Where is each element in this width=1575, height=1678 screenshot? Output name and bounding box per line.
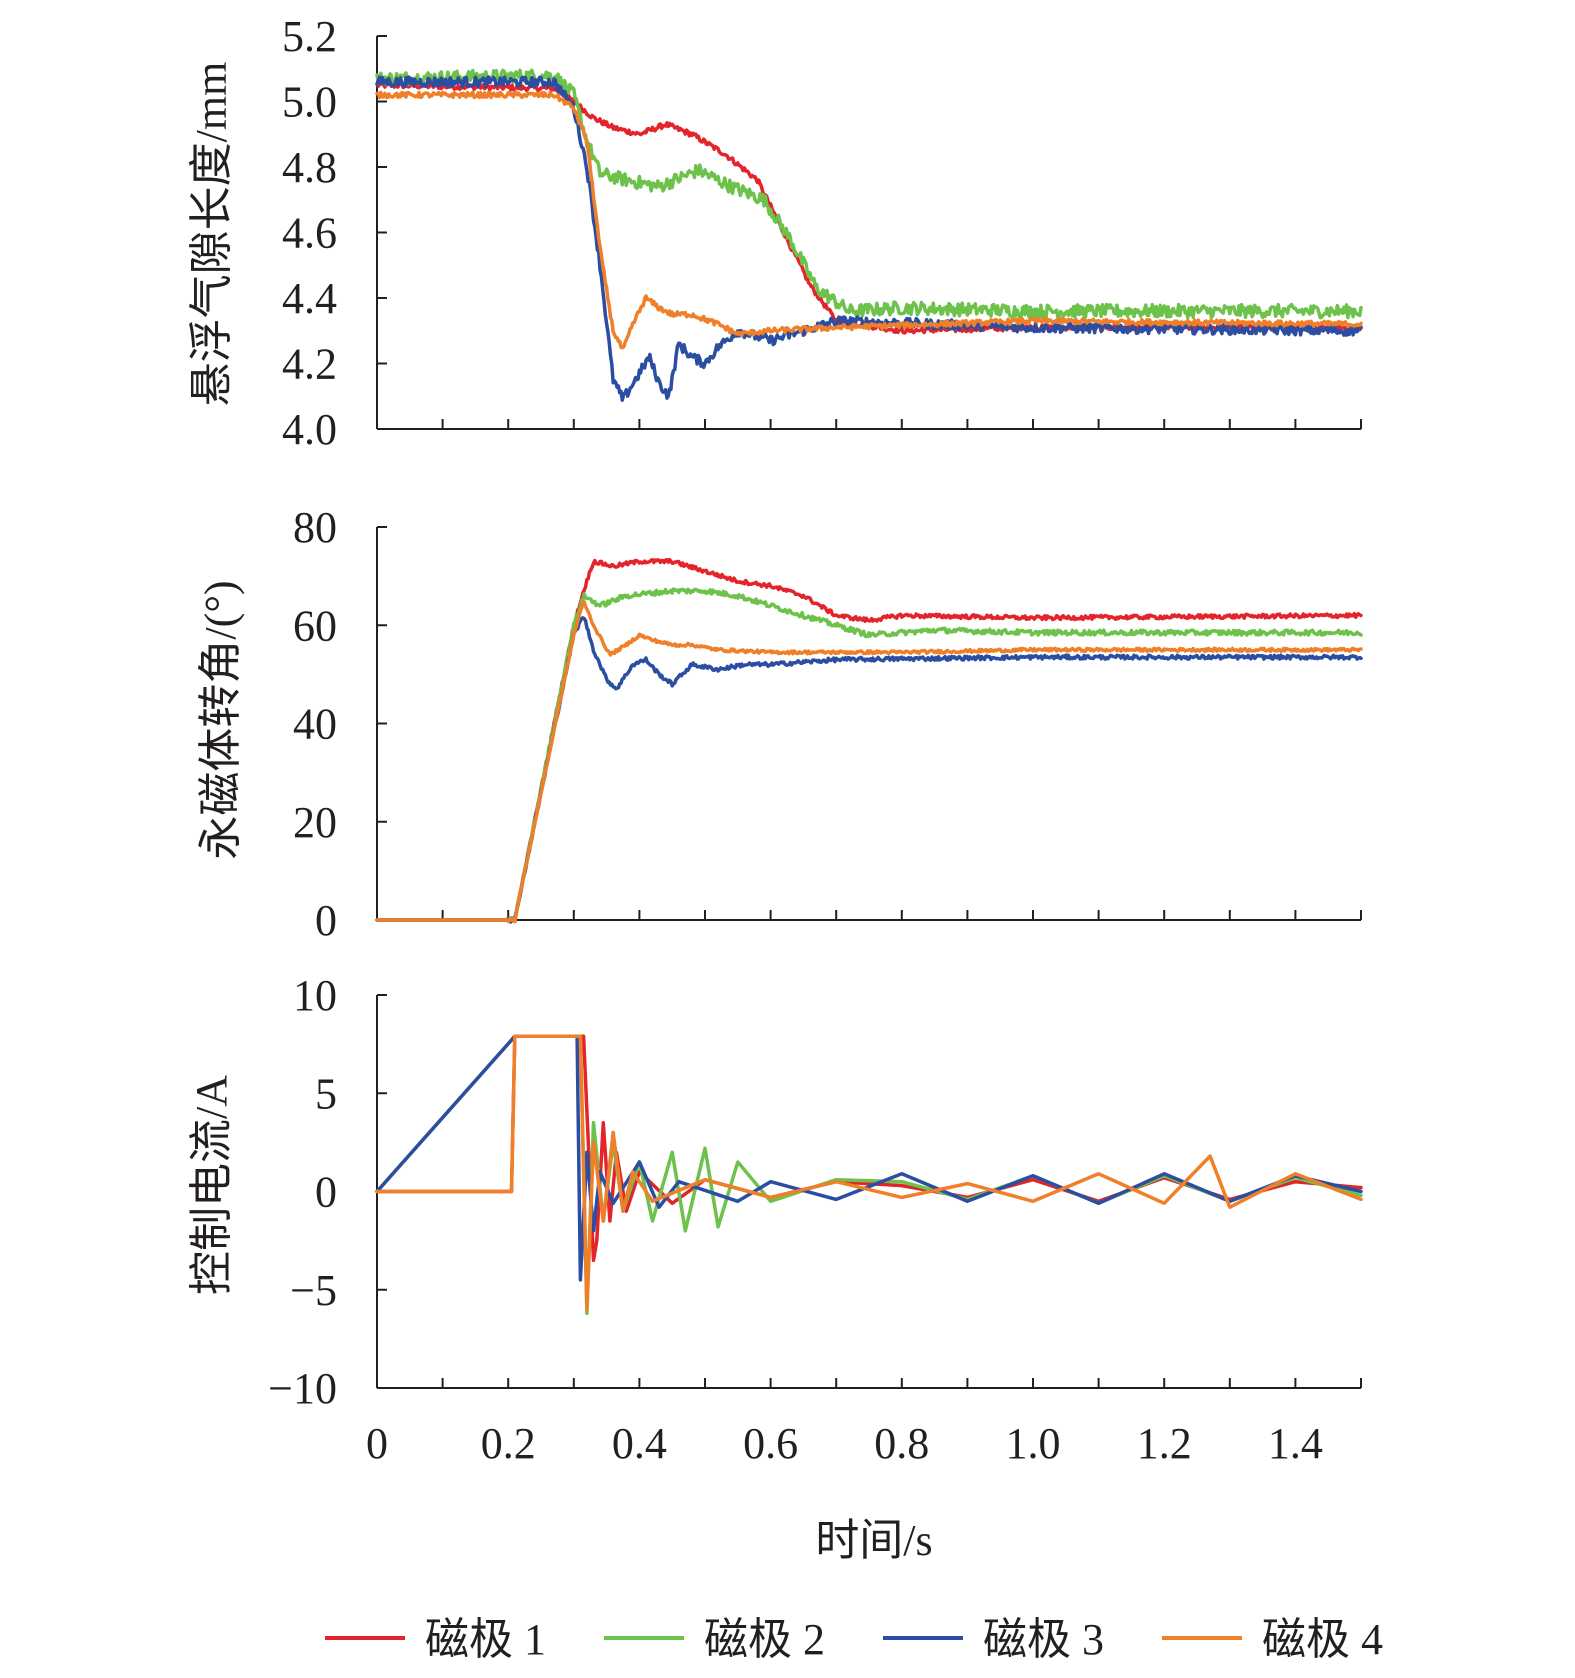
x-tick-label: 0 <box>366 1419 388 1468</box>
y-axis-title-control-current: 控制电流/A <box>187 1075 236 1295</box>
y-tick-label: 60 <box>293 601 337 650</box>
y-tick-label: 5 <box>315 1069 337 1118</box>
y-tick-label: 5.2 <box>282 12 337 61</box>
y-tick-label: 0 <box>315 1168 337 1217</box>
y-tick-label: 40 <box>293 700 337 749</box>
legend: 磁极 1 磁极 2 磁极 3 磁极 4 <box>325 1615 1383 1664</box>
series-line-current-3 <box>375 1034 1363 1282</box>
series-line-angle-4 <box>375 600 1363 924</box>
control-current-panel: 控制电流/A 10 5 0 −5 −10 0 0.2 0.4 0.6 0.8 1.0 1.2 1.4 <box>187 971 1363 1468</box>
x-tick-label: 1.0 <box>1006 1419 1061 1468</box>
x-tick-label: 0.2 <box>481 1419 536 1468</box>
legend-label-4: 磁极 4 <box>1262 1615 1383 1664</box>
y-tick-label: 4.2 <box>282 340 337 389</box>
series-line-gap-4 <box>375 90 1363 350</box>
series-line-current-2 <box>375 1034 1363 1316</box>
legend-label-1: 磁极 1 <box>425 1615 546 1664</box>
x-tick-label: 0.6 <box>743 1419 798 1468</box>
y-axis-title-gap-length: 悬浮气隙长度/mm <box>187 62 236 407</box>
series-line-gap-3 <box>375 75 1363 402</box>
x-tick-label: 1.4 <box>1268 1419 1323 1468</box>
legend-label-3: 磁极 3 <box>983 1615 1104 1664</box>
series-line-gap-2 <box>375 68 1363 320</box>
y-axis-title-magnet-angle: 永磁体转角/(°) <box>196 580 245 859</box>
y-tick-label: 20 <box>293 798 337 847</box>
gap-length-panel: 悬浮气隙长度/mm 5.2 5.0 4.8 4.6 4.4 4.2 4.0 <box>187 12 1363 454</box>
y-tick-label: 4.4 <box>282 274 337 323</box>
x-tick-label: 0.4 <box>612 1419 667 1468</box>
x-tick-label: 0.8 <box>874 1419 929 1468</box>
series-line-current-1 <box>375 1034 1363 1263</box>
series-line-current-4 <box>375 1034 1363 1312</box>
y-tick-label: 4.6 <box>282 209 337 258</box>
series-line-gap-1 <box>375 80 1363 335</box>
y-tick-label: 0 <box>315 896 337 945</box>
y-tick-label: 5.0 <box>282 78 337 127</box>
magnet-angle-panel: 永磁体转角/(°) 80 60 40 20 0 <box>196 503 1363 945</box>
y-tick-label: 4.0 <box>282 405 337 454</box>
y-tick-label: 80 <box>293 503 337 552</box>
y-tick-label: −5 <box>290 1266 337 1315</box>
x-axis-title: 时间/s <box>815 1516 932 1565</box>
legend-label-2: 磁极 2 <box>704 1615 825 1664</box>
x-tick-label: 1.2 <box>1137 1419 1192 1468</box>
y-tick-label: 10 <box>293 971 337 1020</box>
y-tick-label: −10 <box>268 1364 337 1413</box>
y-tick-label: 4.8 <box>282 143 337 192</box>
